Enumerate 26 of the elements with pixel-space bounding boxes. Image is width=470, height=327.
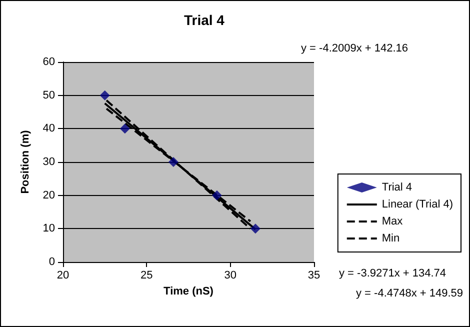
y-tick-label: 40 <box>42 122 55 135</box>
y-tick-label: 60 <box>42 56 55 68</box>
text: y = -4.4748x + 149.59 <box>356 288 464 300</box>
point <box>168 157 178 167</box>
point <box>120 124 130 134</box>
legend-label: Max <box>382 216 404 228</box>
y-tick-label: 0 <box>48 256 55 268</box>
point <box>212 190 222 200</box>
point <box>250 224 260 234</box>
x-tick-label: 35 <box>308 270 320 282</box>
text: y = -3.9271x + 134.74 <box>339 268 446 280</box>
y-axis-title: Position (m) <box>20 130 32 194</box>
y-tick-label: 30 <box>42 156 55 168</box>
x-tick-label: 30 <box>224 270 236 282</box>
legend-label: Linear (Trial 4) <box>382 198 454 210</box>
text: y = -4.2009x + 142.16 <box>301 42 408 54</box>
y-tick-label: 50 <box>42 89 55 102</box>
point <box>100 90 110 100</box>
chart-title: Trial 4 <box>184 12 225 28</box>
x-axis-title: Time (nS) <box>164 286 214 298</box>
legend-label: Trial 4 <box>382 182 412 194</box>
y-tick-label: 20 <box>42 189 55 202</box>
x-tick-label: 25 <box>140 270 153 282</box>
x-tick-label: 20 <box>56 270 70 282</box>
legend-label: Min <box>382 232 400 244</box>
y-tick-label: 10 <box>42 222 55 235</box>
